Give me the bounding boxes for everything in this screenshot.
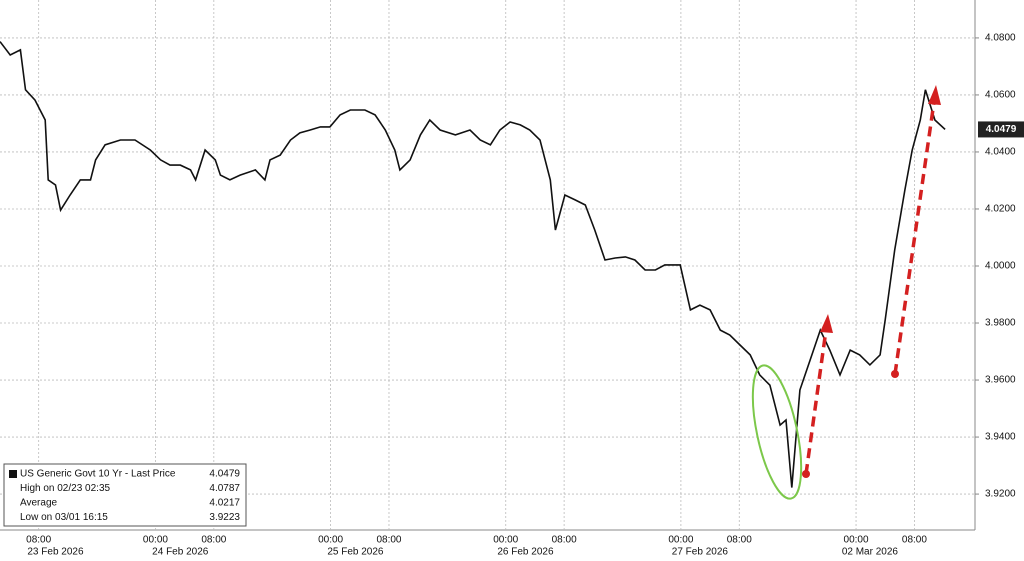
last-price-label: 4.0479 — [986, 124, 1017, 135]
legend-box — [3, 463, 247, 527]
x-tick-label: 08:00 — [552, 535, 577, 546]
legend-label: Low on 03/01 16:15 — [20, 512, 108, 523]
x-tick-label: 00:00 — [493, 535, 518, 546]
legend-value: 3.9223 — [209, 512, 240, 523]
x-tick-label: 00:00 — [668, 535, 693, 546]
x-date-label: 23 Feb 2026 — [27, 547, 84, 558]
legend-label: Average — [20, 498, 58, 509]
y-tick-label: 4.0000 — [985, 261, 1016, 272]
y-tick-label: 3.9400 — [985, 432, 1016, 443]
x-tick-label: 08:00 — [201, 535, 226, 546]
x-date-label: 24 Feb 2026 — [152, 547, 209, 558]
price-line — [0, 41, 946, 488]
arrow — [802, 314, 833, 478]
legend-swatch — [9, 470, 17, 478]
legend-label: US Generic Govt 10 Yr - Last Price — [20, 469, 176, 480]
legend-value: 4.0217 — [209, 498, 240, 509]
x-date-label: 02 Mar 2026 — [842, 547, 899, 558]
x-tick-label: 08:00 — [26, 535, 51, 546]
arrow — [891, 85, 941, 378]
x-tick-label: 00:00 — [318, 535, 343, 546]
x-tick-label: 00:00 — [844, 535, 869, 546]
legend: US Generic Govt 10 Yr - Last Price 4.0479… — [3, 463, 247, 527]
legend-label: High on 02/23 02:35 — [20, 483, 111, 494]
x-date-label: 26 Feb 2026 — [497, 547, 554, 558]
highlight-ellipse — [751, 364, 803, 500]
x-tick-label: 08:00 — [727, 535, 752, 546]
x-tick-label: 08:00 — [376, 535, 401, 546]
x-date-label: 25 Feb 2026 — [327, 547, 384, 558]
last-price-box — [978, 121, 1024, 138]
y-tick-label: 3.9200 — [985, 489, 1016, 500]
x-tick-label: 00:00 — [143, 535, 168, 546]
y-tick-label: 4.0400 — [985, 147, 1016, 158]
x-tick-label: 08:00 — [902, 535, 927, 546]
y-tick-label: 4.0800 — [985, 33, 1016, 44]
legend-value: 4.0479 — [209, 469, 240, 480]
y-tick-label: 3.9600 — [985, 375, 1016, 386]
y-tick-label: 4.0600 — [985, 90, 1016, 101]
y-tick-label: 3.9800 — [985, 318, 1016, 329]
legend-value: 4.0787 — [209, 483, 240, 494]
x-date-label: 27 Feb 2026 — [672, 547, 729, 558]
y-tick-label: 4.0200 — [985, 204, 1016, 215]
